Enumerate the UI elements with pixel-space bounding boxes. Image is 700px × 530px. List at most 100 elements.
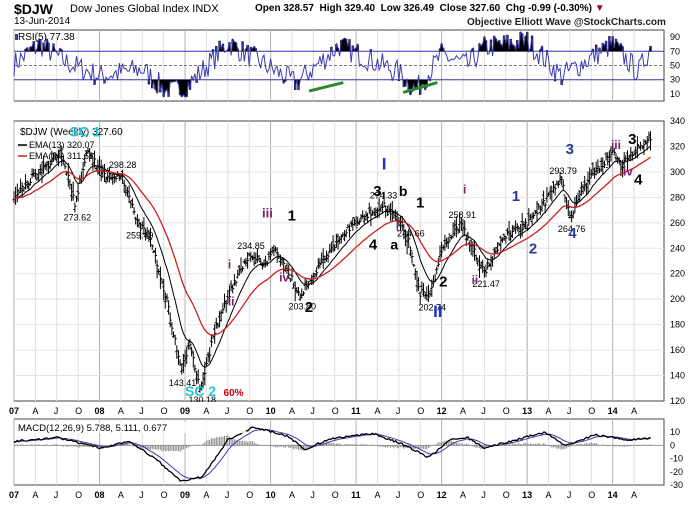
macd-tick-label: 0 [670, 440, 675, 450]
date-month-label: A [546, 406, 552, 416]
date-month-label: J [54, 406, 59, 416]
price-value-label: 298.28 [109, 160, 137, 170]
date-month-label: J [567, 490, 572, 500]
date-month-label: O [588, 490, 595, 500]
price-value-label: 293.79 [549, 166, 577, 176]
date-month-label: A [289, 490, 295, 500]
rsi-tick-label: 10 [670, 89, 680, 99]
wave-label: 1 [288, 207, 296, 224]
high-value: 329.40 [344, 3, 376, 14]
wave-label: 4 [568, 225, 577, 242]
date-year-label: 14 [608, 490, 618, 500]
open-label: Open [255, 3, 281, 14]
date-year-label: 09 [180, 406, 190, 416]
date-month-label: J [310, 490, 315, 500]
date-year-label: 11 [351, 406, 361, 416]
macd-line [13, 426, 651, 482]
date-month-label: J [139, 406, 144, 416]
wave-label: iv [279, 270, 289, 284]
wave-label: ii [472, 273, 479, 287]
index-fullname: Dow Jones Global Index [70, 3, 190, 15]
date-year-label: 09 [180, 490, 190, 500]
low-label: Low [380, 3, 401, 14]
wave-label: II [433, 302, 442, 321]
date-month-label: O [503, 406, 510, 416]
ema13-legend-label: EMA(13) 320.07 [29, 140, 95, 150]
rsi-title: RSI(5) 77.38 [18, 32, 75, 43]
date-year-label: 08 [95, 406, 105, 416]
date-month-label: J [396, 490, 401, 500]
date-year-label: 13 [522, 406, 532, 416]
wave-label: I [382, 154, 387, 173]
date-month-label: A [203, 406, 209, 416]
wave-label: ii [228, 295, 235, 309]
wave-label: 3 [628, 131, 636, 148]
date-year-label: 14 [608, 406, 618, 416]
price-tick-label: 160 [670, 345, 685, 355]
wave-label: 60% [224, 388, 244, 399]
date-month-label: A [631, 490, 637, 500]
index-name: Dow Jones Global Index INDX [70, 3, 219, 15]
ema34-legend-label: EMA(34) 311.62 [29, 151, 94, 161]
wave-label: 2 [439, 273, 447, 290]
date-year-label: 12 [437, 406, 447, 416]
ohlc-readout: Open 328.57 High 329.40 Low 326.49 Close… [255, 3, 605, 14]
macd-tick-label: -30 [670, 480, 683, 490]
chg-label: Chg [505, 3, 526, 14]
wave-label: 3 [373, 183, 381, 200]
date-year-label: 10 [266, 406, 276, 416]
macd-title-bg [16, 422, 246, 433]
date-month-label: O [161, 490, 168, 500]
close-label: Close [439, 3, 467, 14]
price-value-label: 143.41 [169, 378, 197, 388]
price-value-label: 258.91 [448, 210, 476, 220]
date-month-label: O [75, 406, 82, 416]
date-year-label: 10 [266, 490, 276, 500]
price-tick-label: 240 [670, 243, 685, 253]
wave-label: iii [262, 206, 273, 221]
price-value-label: 202.74 [419, 303, 447, 313]
price-tick-label: 120 [670, 396, 685, 406]
price-value-label: 203.80 [289, 301, 317, 311]
date-month-label: J [481, 490, 486, 500]
ema34-line [13, 156, 651, 336]
symbol-title: $DJW [14, 1, 53, 17]
wave-label: i [463, 183, 466, 197]
date-month-label: A [460, 406, 466, 416]
date-month-label: A [32, 406, 38, 416]
macd-tick-label: 10 [670, 427, 680, 437]
price-tick-label: 300 [670, 167, 685, 177]
close-value: 327.60 [469, 3, 501, 14]
date-month-label: A [118, 406, 124, 416]
price-tick-label: 260 [670, 218, 685, 228]
date-year-label: 07 [9, 490, 19, 500]
wave-label: 1 [416, 195, 424, 212]
macd-histogram [13, 435, 651, 452]
price-value-label: 274.33 [370, 191, 398, 201]
price-value-label: 234.85 [237, 241, 265, 251]
price-tick-label: 340 [670, 116, 685, 126]
rsi-tick-label: 70 [670, 46, 680, 56]
chart-date: 13-Jun-2014 [14, 16, 71, 27]
date-month-label: O [75, 490, 82, 500]
rsi-legend-swatch [15, 34, 18, 40]
macd-tick-label: -10 [670, 454, 683, 464]
wave-label: iv [623, 165, 633, 179]
date-month-label: O [332, 490, 339, 500]
date-year-label: 08 [95, 490, 105, 500]
wave-label: 2 [305, 299, 313, 316]
date-month-label: O [588, 406, 595, 416]
date-month-label: O [161, 406, 168, 416]
price-panel [13, 120, 665, 402]
wave-label: 3 [566, 141, 574, 158]
macd-title: MACD(12,26,9) 5.788, 5.111, 0.677 [18, 423, 167, 434]
date-month-label: J [567, 406, 572, 416]
rsi-tick-label: 30 [670, 75, 680, 85]
price-tick-label: 200 [670, 294, 685, 304]
date-month-label: J [481, 406, 486, 416]
date-month-label: O [246, 490, 253, 500]
wave-label: iii [611, 138, 621, 152]
date-month-label: A [203, 490, 209, 500]
wave-label: 2 [529, 240, 537, 257]
